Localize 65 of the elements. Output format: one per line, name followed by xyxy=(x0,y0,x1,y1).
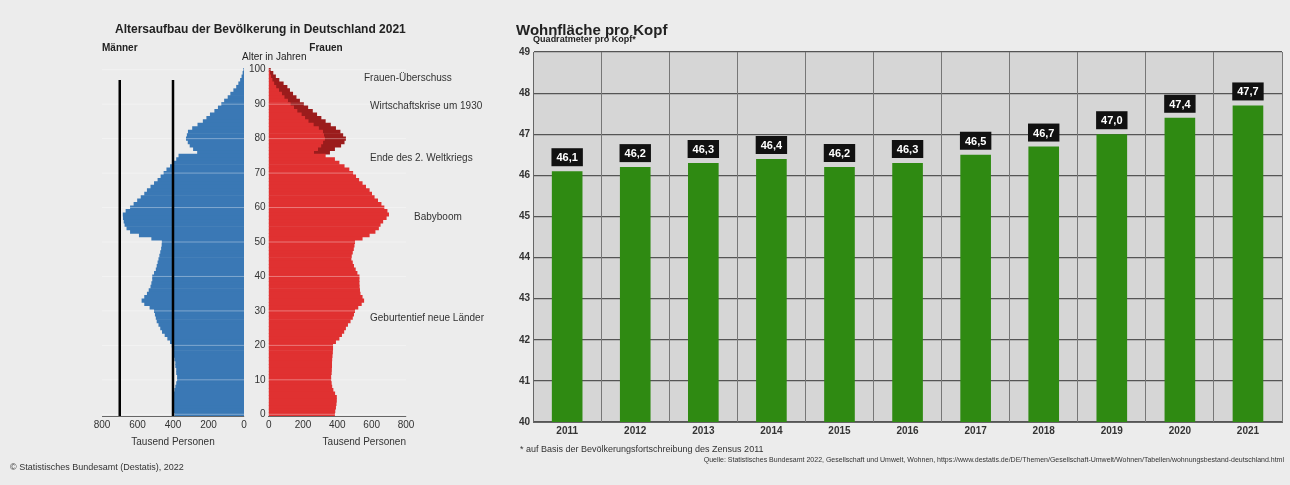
y-tick-label: 48 xyxy=(519,86,531,98)
x-tick-label: 2016 xyxy=(896,424,920,436)
y-tick-label: 80 xyxy=(254,132,267,144)
x-axis-title: Tausend Personen xyxy=(322,435,406,447)
chart-subtitle: Männer xyxy=(102,41,138,53)
x-tick-label: 800 xyxy=(397,418,415,430)
x-tick-label: 2018 xyxy=(1032,424,1056,436)
y-tick-label: 100 xyxy=(249,63,267,75)
y-axis-title: Alter in Jahren xyxy=(242,51,307,62)
data-label: 47,0 xyxy=(1101,114,1123,127)
chart-title: Altersaufbau der Bevölkerung in Deutschland 2021 xyxy=(115,22,406,36)
x-tick-label: 2015 xyxy=(828,424,852,436)
y-tick-label: 40 xyxy=(519,415,531,427)
y-tick-label: 49 xyxy=(519,45,531,57)
y-tick-label: 70 xyxy=(254,166,267,178)
text: * auf Basis der Bevölkerungsfortschreibung des Zensus 2011 xyxy=(520,444,764,454)
y-tick-label: 46 xyxy=(519,169,531,181)
y-tick-label: 43 xyxy=(519,292,531,304)
x-tick-label: 2017 xyxy=(964,424,988,436)
data-label: 46,3 xyxy=(896,143,919,156)
x-tick-label: 0 xyxy=(241,418,248,430)
y-tick-label: 41 xyxy=(519,374,531,386)
data-label: 46,2 xyxy=(828,147,851,160)
text: © Statistisches Bundesamt (Destatis), 2022 xyxy=(10,462,184,472)
x-tick-label: 200 xyxy=(294,418,312,430)
y-tick-label: 44 xyxy=(519,251,531,263)
x-tick-label: 2013 xyxy=(692,424,715,436)
data-label: 46,1 xyxy=(556,151,578,164)
x-tick-label: 400 xyxy=(164,418,182,430)
chart-title: Frauen xyxy=(309,41,343,53)
y-tick-label: 0 xyxy=(260,408,267,420)
x-tick-label: 800 xyxy=(93,418,111,430)
y-tick-label: 47 xyxy=(519,127,531,139)
annotation: Ende des 2. Weltkriegs xyxy=(370,152,473,164)
annotation: Frauen-Überschuss xyxy=(364,72,452,84)
y-tick-label: 90 xyxy=(254,97,267,109)
annotation: Wirtschaftskrise um 1930 xyxy=(370,100,483,112)
x-axis-title: Tausend Personen xyxy=(131,435,215,447)
y-tick-label: 60 xyxy=(254,201,267,213)
y-tick-label: 50 xyxy=(254,235,267,247)
data-label: 46,7 xyxy=(1033,126,1055,139)
data-label: 46,3 xyxy=(692,143,715,156)
annotation: Geburtentief neue Länder xyxy=(370,312,485,324)
y-tick-label: 10 xyxy=(254,373,267,385)
text: Babyboom xyxy=(414,211,462,223)
x-tick-label: 600 xyxy=(129,418,147,430)
x-tick-label: 2021 xyxy=(1236,424,1260,436)
x-tick-label: 2014 xyxy=(760,424,783,436)
x-tick-label: 2019 xyxy=(1100,424,1124,436)
x-tick-label: 600 xyxy=(363,418,381,430)
y-tick-label: 40 xyxy=(254,270,267,282)
data-label: 47,7 xyxy=(1237,85,1259,98)
y-tick-label: 42 xyxy=(519,333,531,345)
data-label: 46,4 xyxy=(760,138,783,151)
y-tick-label: 30 xyxy=(254,304,267,316)
data-label: 46,2 xyxy=(624,147,646,160)
data-label: 47,4 xyxy=(1169,97,1192,110)
y-tick-label: 20 xyxy=(254,339,267,351)
data-label: 46,5 xyxy=(964,134,987,147)
x-tick-label: 2020 xyxy=(1168,424,1192,436)
x-tick-label: 2012 xyxy=(624,424,647,436)
x-tick-label: 400 xyxy=(329,418,347,430)
x-tick-label: 2011 xyxy=(556,424,579,436)
x-tick-label: 200 xyxy=(200,418,218,430)
y-tick-label: 45 xyxy=(519,210,531,222)
